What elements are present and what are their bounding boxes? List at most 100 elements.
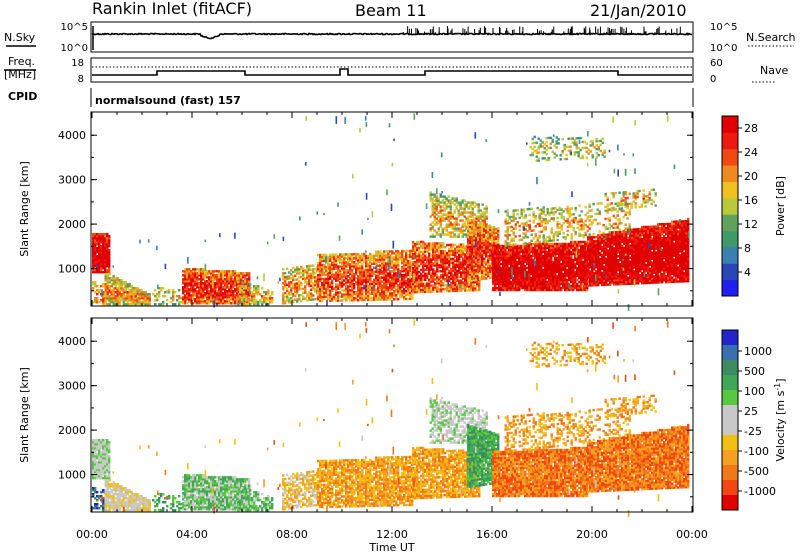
power-cell bbox=[483, 211, 486, 214]
power-cell bbox=[106, 255, 109, 258]
power-cell bbox=[367, 274, 370, 278]
power-cell bbox=[397, 254, 400, 257]
power-cell bbox=[475, 250, 478, 254]
power-cell bbox=[104, 235, 107, 238]
power-cell bbox=[321, 255, 324, 259]
power-cell bbox=[363, 252, 366, 256]
power-cell bbox=[321, 273, 324, 277]
power-cell bbox=[426, 282, 429, 285]
power-cell bbox=[257, 303, 260, 306]
power-cell bbox=[475, 236, 478, 240]
power-cell bbox=[453, 225, 456, 228]
power-cell bbox=[222, 296, 225, 299]
power-cell bbox=[442, 254, 445, 257]
power-cell bbox=[409, 263, 412, 267]
power-cell bbox=[452, 253, 455, 257]
power-cell bbox=[190, 286, 193, 289]
power-cell bbox=[106, 291, 109, 294]
power-cell bbox=[130, 299, 133, 302]
power-cell bbox=[116, 281, 119, 284]
power-cell bbox=[302, 277, 305, 280]
power-cell bbox=[329, 267, 332, 270]
power-cell bbox=[458, 271, 461, 274]
power-cell bbox=[405, 293, 408, 297]
power-cell bbox=[146, 293, 149, 296]
power-cell bbox=[226, 276, 229, 279]
power-cell bbox=[290, 293, 293, 296]
power-cell bbox=[444, 265, 447, 269]
power-cell bbox=[284, 271, 287, 275]
power-cell bbox=[96, 251, 99, 254]
power-cell bbox=[447, 199, 450, 202]
power-cell bbox=[228, 278, 231, 281]
power-cell bbox=[240, 272, 243, 275]
power-cell bbox=[198, 272, 201, 275]
power-cell bbox=[349, 279, 352, 282]
power-cell bbox=[168, 289, 171, 292]
power-cell bbox=[200, 302, 203, 305]
power-cell bbox=[401, 277, 404, 281]
power-cell bbox=[381, 266, 384, 269]
power-cell bbox=[343, 269, 346, 272]
power-cell bbox=[247, 303, 250, 306]
power-cell bbox=[401, 281, 404, 285]
power-cell bbox=[296, 266, 299, 269]
power-cell bbox=[308, 264, 311, 268]
power-cell bbox=[237, 303, 240, 306]
power-cell bbox=[426, 246, 429, 249]
power-cell bbox=[373, 284, 376, 287]
power-cell bbox=[108, 241, 111, 244]
power-cell bbox=[204, 284, 207, 287]
power-cell bbox=[200, 272, 203, 275]
power-cell bbox=[485, 253, 488, 256]
power-cell bbox=[446, 255, 449, 259]
power-cell bbox=[349, 269, 352, 272]
power-cell bbox=[483, 269, 486, 272]
power-cell bbox=[469, 253, 472, 256]
power-cell bbox=[308, 278, 311, 282]
power-cell bbox=[451, 213, 454, 216]
power-cell bbox=[114, 287, 117, 290]
power-cell bbox=[345, 283, 348, 286]
power-cell bbox=[110, 279, 113, 282]
power-cell bbox=[371, 296, 374, 299]
power-cell bbox=[440, 284, 443, 287]
power-cell bbox=[418, 264, 421, 268]
power-cell bbox=[337, 257, 340, 260]
power-cell bbox=[188, 300, 191, 303]
power-cell bbox=[351, 263, 354, 266]
power-cell bbox=[391, 284, 394, 287]
power-cell bbox=[282, 282, 285, 285]
power-cell bbox=[389, 292, 392, 295]
power-cell bbox=[106, 241, 109, 244]
power-cell bbox=[448, 265, 451, 269]
power-cell bbox=[204, 300, 207, 303]
power-cell bbox=[422, 252, 425, 256]
power-cell bbox=[112, 303, 115, 306]
power-cell bbox=[239, 293, 242, 296]
power-cell bbox=[442, 278, 445, 281]
power-cell bbox=[212, 288, 215, 291]
power-cell bbox=[304, 269, 307, 272]
power-cell bbox=[483, 267, 486, 270]
power-cell bbox=[487, 268, 490, 272]
power-cell bbox=[178, 289, 181, 292]
power-cell bbox=[470, 289, 473, 292]
power-cell bbox=[454, 267, 457, 270]
power-cell bbox=[403, 275, 406, 279]
power-cell bbox=[100, 265, 103, 268]
power-cell bbox=[300, 265, 303, 269]
power-cell bbox=[481, 215, 484, 218]
power-cell bbox=[426, 268, 429, 271]
power-cell bbox=[476, 280, 479, 284]
power-cell bbox=[459, 203, 462, 206]
power-cell bbox=[383, 272, 386, 275]
power-cell bbox=[339, 281, 342, 284]
power-cell bbox=[286, 277, 289, 280]
power-cell bbox=[355, 277, 358, 280]
power-cell bbox=[469, 227, 472, 230]
power-cell bbox=[353, 285, 356, 288]
power-cell bbox=[359, 268, 362, 272]
power-cell bbox=[184, 288, 187, 291]
power-cell bbox=[286, 297, 289, 300]
